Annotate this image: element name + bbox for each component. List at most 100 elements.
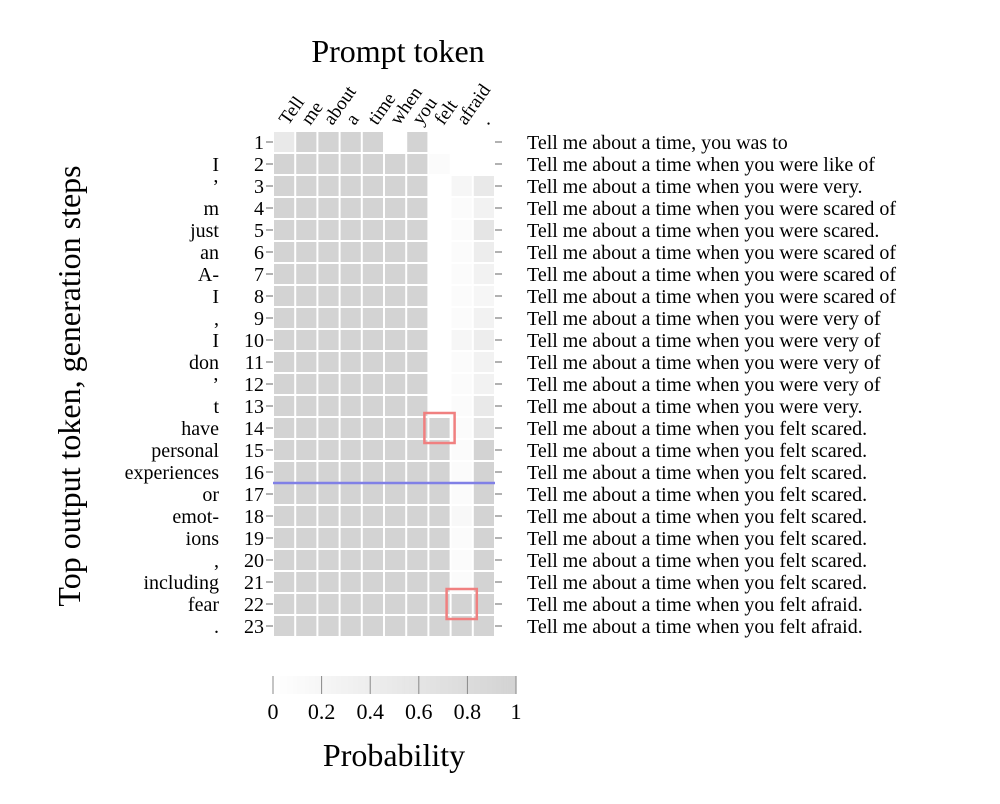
- heatmap-cell: [385, 462, 406, 482]
- heatmap-cell: [407, 616, 428, 636]
- colorbar-segment: [273, 676, 277, 694]
- heatmap-cell: [473, 572, 494, 592]
- row-completion-label: Tell me about a time when you were very …: [527, 374, 881, 396]
- colorbar-segment: [491, 676, 495, 694]
- colorbar-segment: [375, 676, 379, 694]
- heatmap-cell: [296, 396, 317, 416]
- row-completion-label: Tell me about a time when you were very …: [527, 352, 881, 374]
- colorbar-segment: [496, 676, 500, 694]
- colorbar-segment: [309, 676, 313, 694]
- row-completion-label: Tell me about a time when you felt scare…: [527, 506, 867, 528]
- colorbar-tick-label: 0: [268, 699, 279, 724]
- heatmap-cell: [385, 352, 406, 372]
- colorbar-segment: [443, 676, 447, 694]
- heatmap-cell: [362, 616, 383, 636]
- colorbar-segment: [460, 676, 464, 694]
- colorbar-segment: [370, 676, 374, 694]
- heatmap-cell: [340, 396, 361, 416]
- row-step-label: 12: [244, 374, 264, 396]
- colorbar: 0 0.2 0.4 0.6 0.8 1: [268, 676, 522, 724]
- heatmap-cell: [407, 308, 428, 328]
- row-step-label: 2: [254, 154, 264, 176]
- colorbar-segment: [314, 676, 318, 694]
- row-completion-label: Tell me about a time when you were very …: [527, 330, 881, 352]
- colorbar-segment: [401, 676, 405, 694]
- row-token-label: ions: [186, 528, 220, 550]
- colorbar-segment: [377, 676, 381, 694]
- heatmap-cell: [296, 220, 317, 240]
- colorbar-tick-label: 0.6: [405, 699, 433, 724]
- heatmap-cell: [429, 594, 450, 614]
- heatmap-cell: [296, 308, 317, 328]
- row-step-label: 7: [254, 264, 264, 286]
- colorbar-segment: [394, 676, 398, 694]
- heatmap-cell: [362, 396, 383, 416]
- heatmap-cell: [473, 220, 494, 240]
- colorbar-segment: [430, 676, 434, 694]
- column-label: a: [342, 109, 364, 128]
- row-token-label: including: [143, 572, 219, 594]
- row-step-label: 6: [254, 242, 264, 264]
- heatmap-cell: [429, 176, 450, 196]
- colorbar-segment: [447, 676, 451, 694]
- colorbar-segment: [489, 676, 493, 694]
- heatmap-cell: [451, 132, 472, 152]
- heatmap-cell: [318, 330, 339, 350]
- heatmap-cell: [451, 484, 472, 504]
- colorbar-segment: [452, 676, 456, 694]
- colorbar-segment: [353, 676, 357, 694]
- column-label: .: [475, 113, 495, 129]
- heatmap-cell: [385, 374, 406, 394]
- heatmap-cell: [340, 132, 361, 152]
- heatmap-cell: [385, 528, 406, 548]
- heatmap-cell: [274, 154, 295, 174]
- heatmap-cell: [340, 176, 361, 196]
- row-token-label: I: [212, 330, 219, 352]
- row-step-label: 5: [254, 220, 264, 242]
- heatmap-cell: [473, 528, 494, 548]
- heatmap-cell: [429, 154, 450, 174]
- heatmap-cell: [296, 198, 317, 218]
- colorbar-segment: [450, 676, 454, 694]
- row-token-label: fear: [188, 594, 219, 616]
- heatmap-cell: [451, 440, 472, 460]
- colorbar-segment: [285, 676, 289, 694]
- heatmap-cell: [318, 550, 339, 570]
- heatmap-cell: [274, 308, 295, 328]
- heatmap-cell: [429, 440, 450, 460]
- heatmap-cell: [318, 418, 339, 438]
- colorbar-segment: [501, 676, 505, 694]
- heatmap-cell: [340, 418, 361, 438]
- heatmap-cell: [274, 440, 295, 460]
- row-completion-label: Tell me about a time when you felt scare…: [527, 484, 867, 506]
- colorbar-segment: [506, 676, 510, 694]
- heatmap-cell: [385, 440, 406, 460]
- heatmap-cell: [473, 286, 494, 306]
- colorbar-segment: [418, 676, 422, 694]
- colorbar-segment: [462, 676, 466, 694]
- colorbar-label: Probability: [323, 737, 465, 773]
- row-token-label: A-: [198, 264, 219, 286]
- row-completion-label: Tell me about a time when you felt scare…: [527, 440, 867, 462]
- heatmap-cell: [274, 286, 295, 306]
- colorbar-segment: [343, 676, 347, 694]
- row-token-label: I: [212, 286, 219, 308]
- heatmap-cell: [473, 484, 494, 504]
- heatmap-cell: [340, 330, 361, 350]
- colorbar-segment: [433, 676, 437, 694]
- heatmap-cell: [362, 352, 383, 372]
- heatmap-cell: [362, 440, 383, 460]
- colorbar-segment: [435, 676, 439, 694]
- heatmap-cell: [473, 330, 494, 350]
- heatmap-cell: [451, 550, 472, 570]
- heatmap-cell: [362, 462, 383, 482]
- heatmap-cell: [340, 484, 361, 504]
- heatmap-cell: [296, 418, 317, 438]
- row-completion-label: Tell me about a time when you felt scare…: [527, 418, 867, 440]
- colorbar-segment: [486, 676, 490, 694]
- heatmap-cell: [429, 198, 450, 218]
- heatmap-cell: [385, 572, 406, 592]
- heatmap-cell: [429, 396, 450, 416]
